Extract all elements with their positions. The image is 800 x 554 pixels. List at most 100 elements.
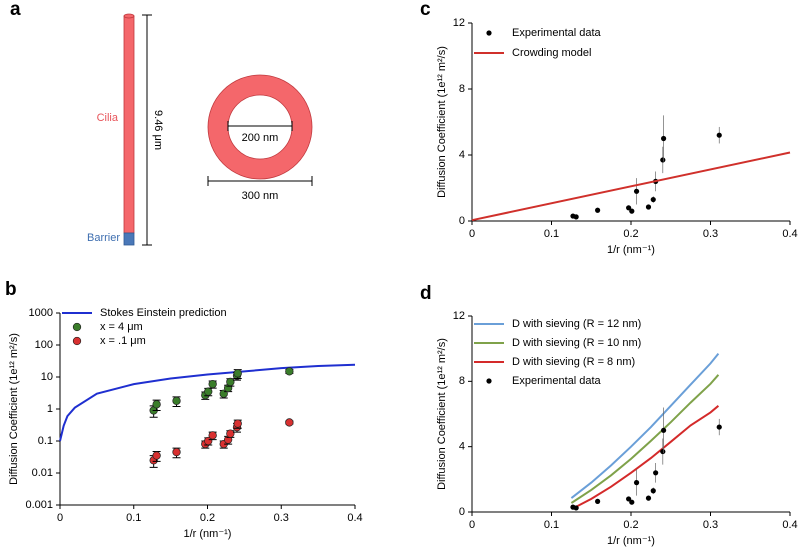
point xyxy=(152,400,161,409)
legend-swatch xyxy=(486,378,492,384)
legend-label: Experimental data xyxy=(512,27,602,39)
point xyxy=(226,377,235,387)
legend-label: D with sieving (R = 12 nm) xyxy=(512,318,641,330)
legend-label: Stokes Einstein prediction xyxy=(100,307,227,319)
x-tick-label: 0.2 xyxy=(623,228,638,240)
x-tick-label: 0.1 xyxy=(126,512,141,524)
point xyxy=(716,132,722,138)
point xyxy=(172,447,181,457)
x-axis-title: 1/r (nm⁻¹) xyxy=(607,244,655,256)
series-line xyxy=(570,352,720,499)
y-tick-label: 8 xyxy=(459,375,465,387)
x-tick-label: 0 xyxy=(469,519,475,531)
panel-label: d xyxy=(420,283,432,304)
series-line xyxy=(471,151,791,222)
point xyxy=(152,451,161,460)
y-tick-label: 100 xyxy=(35,339,53,351)
point xyxy=(660,157,666,163)
point xyxy=(633,480,640,486)
point xyxy=(204,387,213,396)
y-axis-title: Diffusion Coefficient (1e¹² m²/s) xyxy=(436,46,448,198)
series-line xyxy=(59,363,356,442)
point xyxy=(226,429,235,438)
y-tick-label: 8 xyxy=(459,83,465,95)
y-tick-label: 12 xyxy=(453,17,465,29)
point xyxy=(660,135,667,142)
ring-edge xyxy=(207,74,313,180)
y-tick-label: 1000 xyxy=(29,307,53,319)
point xyxy=(626,205,632,211)
point xyxy=(653,470,659,476)
x-tick-label: 0.4 xyxy=(782,228,797,240)
diagram-a: a 9.46 μm Cilia Barrier 200 nm 300 nm xyxy=(10,0,313,246)
point xyxy=(650,488,656,494)
x-tick-label: 0 xyxy=(57,512,63,524)
y-tick-label: 0 xyxy=(459,215,465,227)
legend-label: D with sieving (R = 10 nm) xyxy=(512,337,641,349)
legend-label: x = 4 μm xyxy=(100,321,143,333)
point xyxy=(626,496,632,502)
outer-diameter-label: 300 nm xyxy=(242,190,279,202)
y-tick-label: 4 xyxy=(459,149,465,161)
legend-label: Crowding model xyxy=(512,47,591,59)
x-axis-title: 1/r (nm⁻¹) xyxy=(184,528,232,540)
point xyxy=(716,424,722,430)
y-tick-label: 0 xyxy=(459,506,465,518)
cilia-label: Cilia xyxy=(97,112,119,124)
point xyxy=(645,495,652,501)
y-axis-title: Diffusion Coefficient (1e¹² m²/s) xyxy=(436,338,448,490)
y-tick-label: 10 xyxy=(41,371,53,383)
inner-diameter-label: 200 nm xyxy=(242,132,279,144)
cilia xyxy=(123,15,135,234)
x-tick-label: 0.3 xyxy=(274,512,289,524)
point xyxy=(629,499,635,505)
x-tick-label: 0.2 xyxy=(623,519,638,531)
x-tick-label: 0 xyxy=(469,228,475,240)
point xyxy=(208,431,217,440)
point xyxy=(633,188,640,194)
point xyxy=(595,207,601,213)
cilia-tip xyxy=(123,13,135,19)
y-tick-label: 12 xyxy=(453,310,465,322)
x-tick-label: 0.1 xyxy=(544,228,559,240)
legend-label: Experimental data xyxy=(512,375,602,387)
point xyxy=(573,505,579,511)
y-tick-label: 1 xyxy=(47,403,53,415)
point xyxy=(172,396,181,405)
point xyxy=(204,436,213,446)
x-tick-label: 0.4 xyxy=(347,512,362,524)
y-axis-title: Diffusion Coefficient (1e¹² m²/s) xyxy=(8,333,20,485)
legend-swatch xyxy=(72,336,82,346)
ring-edge xyxy=(227,94,293,160)
legend-label: x = .1 μm xyxy=(100,335,146,347)
panel-label: a xyxy=(10,0,21,20)
point xyxy=(285,367,294,376)
point xyxy=(629,208,635,214)
x-tick-label: 0.2 xyxy=(200,512,215,524)
point xyxy=(595,498,601,504)
barrier-label: Barrier xyxy=(87,232,120,244)
legend-swatch xyxy=(486,30,492,36)
x-tick-label: 0.4 xyxy=(782,519,797,531)
y-tick-label: 4 xyxy=(459,441,465,453)
y-tick-label: 0.01 xyxy=(32,467,53,479)
point xyxy=(208,379,217,389)
barrier xyxy=(123,232,135,246)
point xyxy=(573,214,579,220)
point xyxy=(233,369,242,378)
point xyxy=(285,418,294,427)
panel-label: c xyxy=(420,0,431,20)
x-tick-label: 0.1 xyxy=(544,519,559,531)
point xyxy=(660,448,666,455)
series-line xyxy=(574,405,720,508)
point xyxy=(650,196,656,203)
length-label: 9.46 μm xyxy=(152,110,164,150)
ring xyxy=(208,75,312,179)
x-tick-label: 0.3 xyxy=(703,228,718,240)
legend-label: D with sieving (R = 8 nm) xyxy=(512,356,635,368)
y-tick-label: 0.001 xyxy=(25,499,53,511)
point xyxy=(645,204,652,210)
point xyxy=(233,419,242,428)
x-tick-label: 0.3 xyxy=(703,519,718,531)
